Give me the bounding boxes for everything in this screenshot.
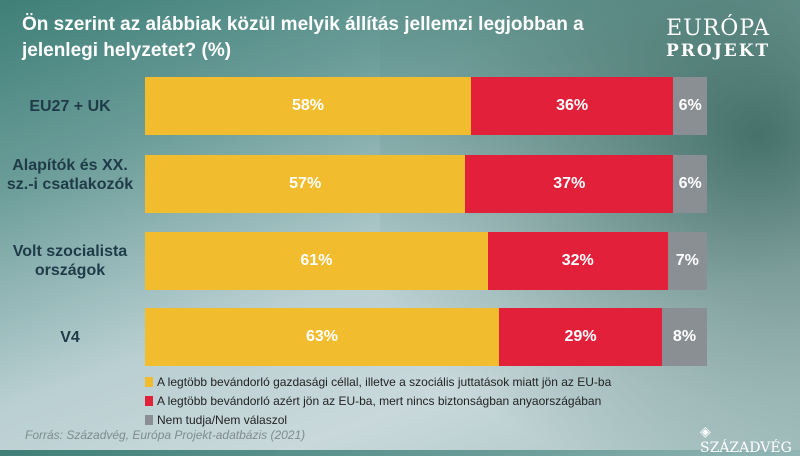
legend-label: A legtöbb bevándorló azért jön az EU-ba,… bbox=[157, 393, 602, 408]
bar-segment: 8% bbox=[662, 308, 707, 366]
stacked-bar: 57% 37% 6% bbox=[145, 155, 707, 213]
legend-swatch bbox=[145, 395, 153, 406]
bar-segment: 37% bbox=[465, 155, 674, 213]
bar-segment: 58% bbox=[145, 77, 471, 135]
legend: A legtöbb bevándorló gazdasági céllal, i… bbox=[145, 372, 611, 429]
category-label: Alapítók és XX. sz.-i csatlakozók bbox=[6, 156, 134, 193]
category-label: EU27 + UK bbox=[29, 97, 111, 115]
legend-item: Nem tudja/Nem válaszol bbox=[145, 410, 611, 429]
szazadveg-logo: ◈ SZÁZADVÉG bbox=[700, 424, 792, 456]
bar-segment: 61% bbox=[145, 232, 488, 290]
bar-segment: 63% bbox=[145, 308, 500, 366]
legend-swatch bbox=[145, 414, 153, 425]
bar-segment: 7% bbox=[667, 232, 707, 290]
bar-segment: 6% bbox=[673, 77, 707, 135]
background bbox=[380, 0, 800, 450]
stacked-bar: 61% 32% 7% bbox=[145, 232, 707, 290]
legend-item: A legtöbb bevándorló azért jön az EU-ba,… bbox=[145, 391, 611, 410]
bar-segment: 29% bbox=[499, 308, 663, 366]
chart-title: Ön szerint az alábbiak közül melyik állí… bbox=[22, 14, 584, 61]
bar-segment: 36% bbox=[470, 77, 674, 135]
stacked-bar: 63% 29% 8% bbox=[145, 308, 707, 366]
bar-segment: 6% bbox=[673, 155, 707, 213]
legend-label: Nem tudja/Nem válaszol bbox=[157, 412, 288, 427]
legend-item: A legtöbb bevándorló gazdasági céllal, i… bbox=[145, 372, 611, 391]
legend-swatch bbox=[145, 376, 153, 387]
category-label: Volt szocialista országok bbox=[12, 243, 128, 279]
source-note: Forrás: Századvég, Európa Projekt-adatbá… bbox=[25, 428, 306, 442]
bar-segment: 32% bbox=[487, 232, 668, 290]
bar-segment: 57% bbox=[145, 155, 466, 213]
legend-label: A legtöbb bevándorló gazdasági céllal, i… bbox=[157, 374, 612, 389]
category-label: V4 bbox=[60, 328, 80, 346]
europa-projekt-logo: EURÓPA PROJEKT bbox=[666, 16, 771, 61]
stacked-bar: 58% 36% 6% bbox=[145, 77, 707, 135]
